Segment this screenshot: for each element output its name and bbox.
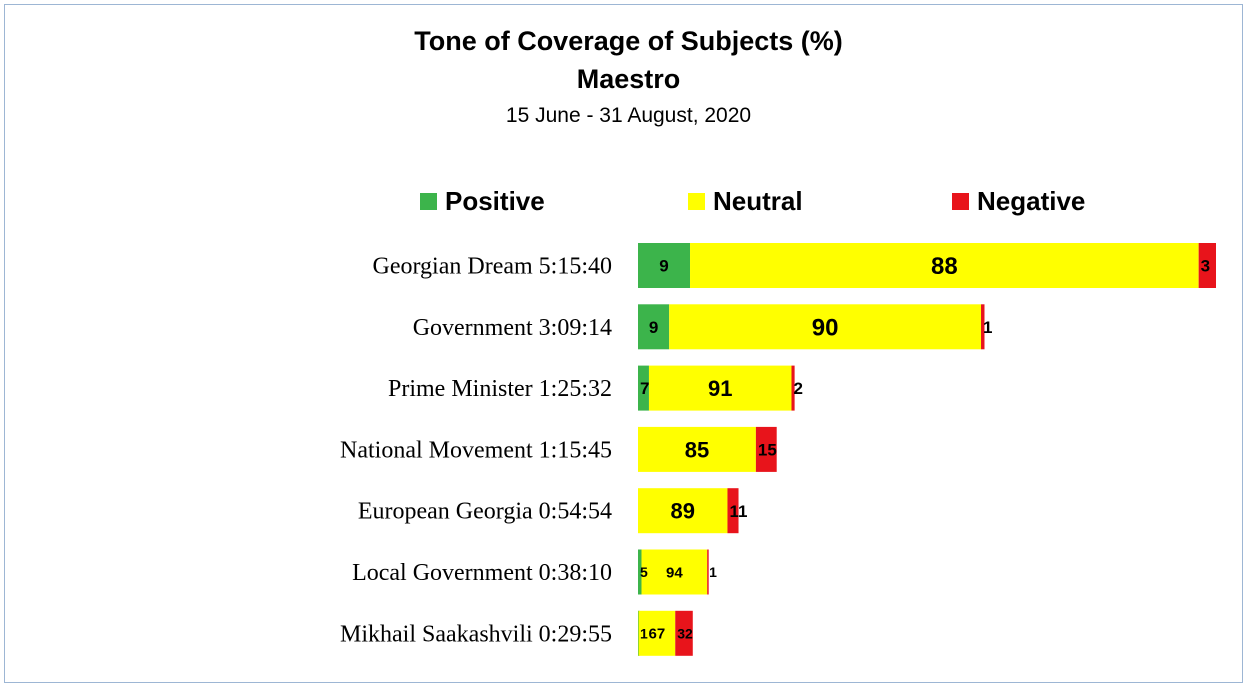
data-label-positive: 7	[640, 379, 649, 398]
bar-segment-negative	[755, 426, 777, 472]
legend-swatch-negative	[952, 192, 969, 210]
legend-swatch-neutral	[688, 192, 705, 210]
data-label-neutral: 67	[649, 626, 666, 643]
data-label-positive: 9	[649, 318, 658, 337]
bar-segment-positive	[638, 243, 691, 288]
bar-segment-positive	[638, 549, 642, 595]
legend-item-positive: Positive	[420, 186, 545, 216]
data-label-neutral: 91	[708, 376, 732, 401]
data-label-positive: 5	[640, 564, 648, 580]
data-label-negative: 3	[1201, 257, 1210, 276]
category-label: Georgian Dream 5:15:40	[373, 254, 613, 280]
bar-segment-positive	[638, 365, 649, 411]
chart-frame	[4, 4, 1243, 683]
bar-segment-neutral	[641, 549, 708, 595]
data-label-negative: 15	[758, 441, 777, 460]
category-label: National Movement 1:15:45	[340, 437, 612, 463]
legend-label-neutral: Neutral	[713, 185, 803, 216]
data-label-positive: 9	[659, 257, 668, 276]
bar-segment-neutral	[669, 304, 982, 350]
data-label-negative: 1	[709, 564, 717, 580]
legend-item-neutral: Neutral	[688, 186, 803, 216]
data-label-negative: 11	[729, 502, 747, 521]
data-label-negative: 1	[983, 318, 992, 337]
category-label: Prime Minister 1:25:32	[388, 376, 612, 402]
bar-segment-positive	[638, 304, 670, 350]
bar-segment-negative	[981, 304, 985, 350]
bar-segment-neutral	[690, 243, 1199, 288]
bar-segment-negative	[707, 549, 709, 595]
bar-segment-neutral	[638, 610, 676, 656]
data-label-negative: 32	[677, 625, 693, 641]
legend-item-negative: Negative	[952, 186, 1085, 216]
data-label-neutral: 94	[666, 564, 683, 581]
data-label-neutral: 89	[670, 499, 694, 524]
legend-label-positive: Positive	[445, 185, 545, 216]
bar-segment-neutral	[648, 365, 792, 411]
bar-segment-negative	[675, 610, 693, 656]
category-label: Government 3:09:14	[413, 315, 612, 341]
data-label-neutral: 88	[931, 253, 958, 280]
bar-segment-negative	[791, 365, 795, 411]
legend-label-negative: Negative	[977, 185, 1086, 216]
bar-segment-negative	[1198, 243, 1216, 288]
data-label-positive: 1	[640, 625, 648, 641]
data-label-neutral: 90	[812, 314, 839, 341]
category-label: European Georgia 0:54:54	[358, 499, 612, 525]
data-label-negative: 2	[793, 379, 802, 398]
bar-segment-neutral	[638, 488, 728, 534]
chart-subtitle: Maestro	[576, 64, 681, 94]
bar-segment-negative	[727, 488, 739, 534]
bar-segment-neutral	[638, 426, 756, 472]
category-label: Local Government 0:38:10	[352, 560, 612, 586]
category-label: Mikhail Saakashvili 0:29:55	[340, 621, 612, 647]
chart-title: Tone of Coverage of Subjects (%)	[414, 26, 843, 56]
data-label-neutral: 85	[685, 437, 709, 462]
chart-date-range: 15 June - 31 August, 2020	[505, 104, 752, 127]
legend-swatch-positive	[420, 192, 437, 210]
